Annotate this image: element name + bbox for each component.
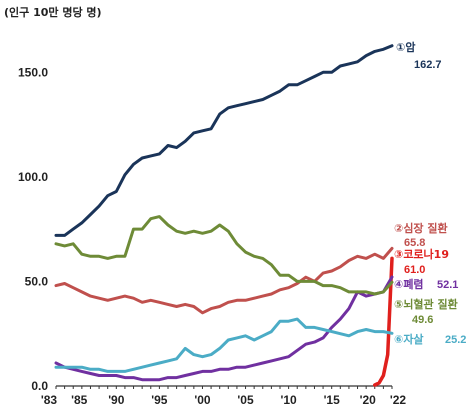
series-line bbox=[373, 256, 394, 387]
x-tick-label: '90 bbox=[108, 393, 125, 407]
x-axis: '83 '85 '90 '95 '00 '05 '10 '15 '20 '22 bbox=[41, 385, 407, 407]
series-value-label: 61.0 bbox=[404, 264, 425, 276]
series-line bbox=[54, 44, 394, 237]
series-name-label: ③코로나19 bbox=[394, 247, 449, 261]
series-value-label: 65.8 bbox=[404, 237, 425, 249]
x-tick-label: '22 bbox=[390, 393, 407, 407]
x-tick-label: '15 bbox=[324, 393, 341, 407]
series-name-label: ④폐렴 bbox=[394, 277, 424, 291]
y-axis-ticks: 0.0 50.0 100.0 150.0 bbox=[18, 65, 48, 393]
series-value-label: 25.2 bbox=[445, 334, 466, 346]
series-name-label: ②심장 질환 bbox=[394, 221, 448, 235]
series-line bbox=[54, 215, 394, 296]
x-tick-label: '83 bbox=[41, 393, 58, 407]
x-tick-label: '20 bbox=[360, 393, 377, 407]
x-tick-label: '00 bbox=[194, 393, 211, 407]
y-tick-label: 150.0 bbox=[18, 65, 48, 79]
x-tick-label: '10 bbox=[281, 393, 298, 407]
series-line bbox=[54, 246, 394, 315]
y-tick-label: 0.0 bbox=[31, 379, 48, 393]
y-tick-label: 50.0 bbox=[25, 274, 49, 288]
series-value-label: 162.7 bbox=[414, 59, 442, 71]
series-lines bbox=[54, 44, 394, 387]
x-tick-label: '05 bbox=[237, 393, 254, 407]
series-name-label: ⑤뇌혈관 질환 bbox=[394, 297, 458, 311]
series-line bbox=[54, 275, 394, 382]
series-name-label: ⑥자살 bbox=[394, 332, 424, 346]
series-value-label: 49.6 bbox=[412, 314, 433, 326]
series-value-label: 52.1 bbox=[437, 279, 458, 291]
series-line bbox=[54, 317, 394, 373]
x-tick-label: '85 bbox=[71, 393, 88, 407]
x-tick-label: '95 bbox=[151, 393, 168, 407]
unit-label: (인구 10만 명당 명) bbox=[4, 5, 102, 19]
series-name-label: ①암 bbox=[396, 41, 415, 54]
y-tick-label: 100.0 bbox=[18, 170, 48, 184]
